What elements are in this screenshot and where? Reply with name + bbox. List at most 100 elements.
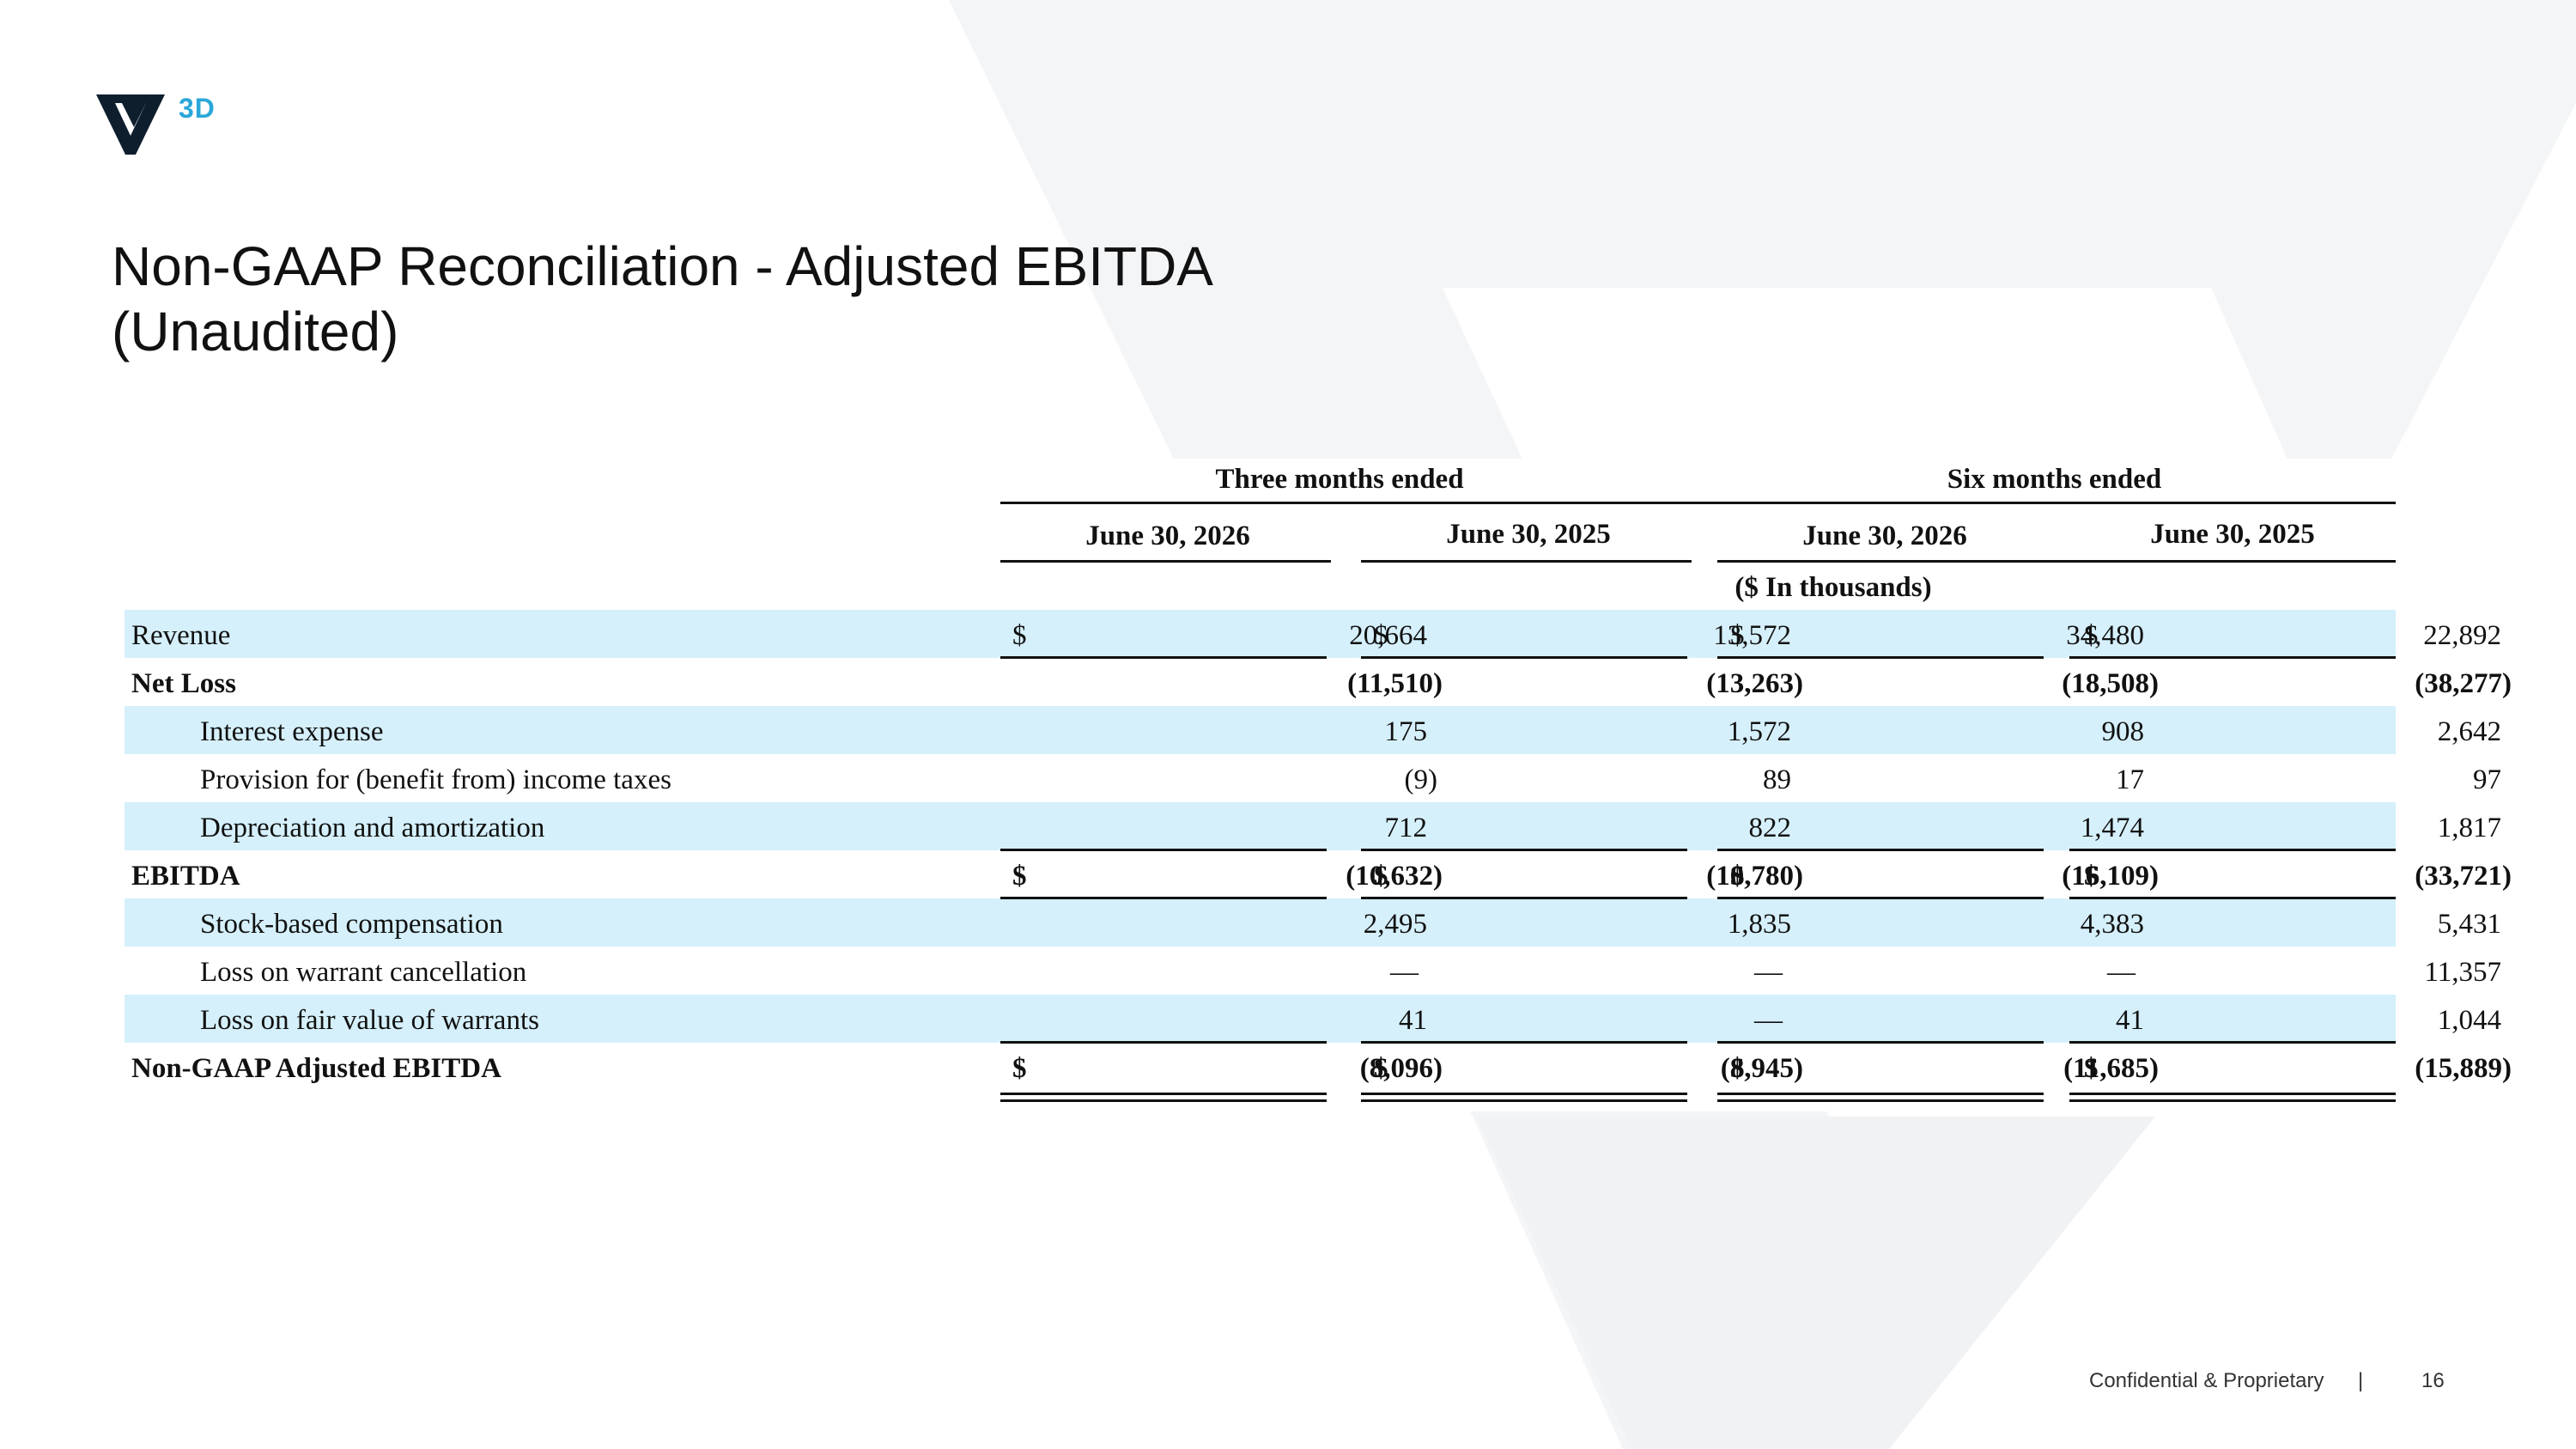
currency-symbol: $ — [2084, 620, 2099, 651]
table-cell: 11,357 — [2424, 957, 2501, 988]
revenue-underline — [1717, 656, 2044, 659]
row-label: EBITDA — [131, 861, 240, 892]
column-header-4: June 30, 2025 — [2150, 519, 2315, 550]
table-cell: 175 — [1384, 716, 1428, 747]
currency-symbol: $ — [1012, 620, 1027, 651]
ebitda-underline — [1361, 897, 1687, 899]
row-label: Interest expense — [200, 716, 384, 747]
table-cell: (8,945) — [1720, 1053, 1803, 1084]
table-row-warrant-fair-value: Loss on fair value of warrants 41 — 41 1… — [125, 995, 2501, 1043]
ebitda-underline — [1717, 897, 2044, 899]
currency-symbol: $ — [1012, 861, 1027, 892]
table-cell: (18,508) — [2062, 668, 2159, 699]
table-cell: 41 — [1399, 1005, 1427, 1036]
table-cell: 2,642 — [2437, 716, 2501, 747]
page-title-line-2: (Unaudited) — [112, 301, 399, 362]
adjusted-top-rule — [1361, 1041, 1687, 1044]
currency-symbol: $ — [1374, 620, 1388, 651]
revenue-underline — [1000, 656, 1327, 659]
group-header-six-months: Six months ended — [1947, 464, 2162, 495]
table-cell: 5,431 — [2437, 909, 2501, 940]
ebitda-underline — [2069, 897, 2396, 899]
table-row-interest-expense: Interest expense 175 1,572 908 2,642 — [125, 706, 2501, 754]
table-cell: 1,835 — [1727, 909, 1791, 940]
row-label: Loss on fair value of warrants — [200, 1005, 539, 1036]
table-cell: 822 — [1748, 813, 1792, 843]
table-row-income-taxes: Provision for (benefit from) income taxe… — [125, 754, 2501, 802]
table-cell: — — [1754, 957, 1783, 988]
currency-symbol: $ — [1012, 1053, 1027, 1084]
table-row-ebitda: EBITDA $ (10,632) $ (10,780) $ (16,109) … — [125, 850, 2512, 898]
table-cell: (38,277) — [2415, 668, 2512, 699]
reconciliation-table: Three months ended Six months ended June… — [125, 459, 2512, 1111]
footer-page-number: 16 — [2421, 1369, 2445, 1392]
table-row-depreciation: Depreciation and amortization 712 822 1,… — [125, 802, 2501, 850]
logo-v-icon — [96, 94, 165, 155]
table-cell: 41 — [2116, 1005, 2144, 1036]
revenue-underline — [1361, 656, 1687, 659]
column-header-rule-mid — [1361, 560, 1692, 563]
table-cell: (10,632) — [1346, 861, 1443, 892]
table-cell: 712 — [1384, 813, 1428, 843]
adjusted-top-rule — [1000, 1041, 1327, 1044]
currency-symbol: $ — [1730, 620, 1745, 651]
subtotal-underline — [2069, 849, 2396, 851]
table-cell: 89 — [1763, 764, 1791, 795]
table-cell: 20,664 — [1349, 620, 1427, 651]
company-logo: 3D — [96, 93, 268, 161]
total-double-underline — [1361, 1093, 1687, 1102]
adjusted-top-rule — [1717, 1041, 2044, 1044]
column-header-3: June 30, 2026 — [1802, 521, 1967, 551]
table-cell: 1,474 — [2080, 813, 2144, 843]
subtotal-underline — [1717, 849, 2044, 851]
table-cell: (9) — [1404, 764, 1437, 795]
adjusted-top-rule — [2069, 1041, 2396, 1044]
logo-text: 3D — [179, 93, 216, 124]
page-title: Non-GAAP Reconciliation - Adjusted EBITD… — [112, 234, 1485, 364]
row-label: Stock-based compensation — [200, 909, 503, 940]
table-cell: (15,889) — [2415, 1053, 2512, 1084]
footer-separator: | — [2358, 1369, 2364, 1392]
table-row-adjusted-ebitda: Non-GAAP Adjusted EBITDA $ (8,096) $ (8,… — [125, 1043, 2512, 1091]
table-cell: 13,572 — [1713, 620, 1791, 651]
table-cell: 4,383 — [2080, 909, 2144, 940]
subtotal-underline — [1361, 849, 1687, 851]
row-label: Net Loss — [131, 668, 236, 699]
table-cell: (13,263) — [1706, 668, 1803, 699]
table-cell: 1,572 — [1727, 716, 1791, 747]
table-row-net-loss: Net Loss (11,510) (13,263) (18,508) (38,… — [125, 658, 2512, 706]
currency-symbol: $ — [1730, 861, 1745, 892]
table-cell: 1,044 — [2437, 1005, 2501, 1036]
table-cell: 97 — [2473, 764, 2501, 795]
table-cell: (8,096) — [1359, 1053, 1443, 1084]
row-label: Loss on warrant cancellation — [200, 957, 527, 988]
revenue-underline — [2069, 656, 2396, 659]
row-label: Non-GAAP Adjusted EBITDA — [131, 1053, 501, 1084]
subtotal-underline — [1000, 849, 1327, 851]
table-cell: (10,780) — [1706, 861, 1803, 892]
footer-confidential: Confidential & Proprietary — [2089, 1369, 2324, 1392]
table-cell: 34,480 — [2066, 620, 2144, 651]
table-cell: (33,721) — [2415, 861, 2512, 892]
row-label: Provision for (benefit from) income taxe… — [200, 764, 671, 795]
total-double-underline — [1000, 1093, 1327, 1102]
table-cell: 908 — [2101, 716, 2145, 747]
column-header-2: June 30, 2025 — [1446, 519, 1611, 550]
column-header-rule-left — [1000, 560, 1331, 563]
currency-symbol: $ — [2084, 1053, 2099, 1084]
column-header-1: June 30, 2026 — [1085, 521, 1250, 551]
table-cell: 1,817 — [2437, 813, 2501, 843]
units-note: ($ In thousands) — [1735, 572, 1932, 603]
total-double-underline — [1717, 1093, 2044, 1102]
row-label: Depreciation and amortization — [200, 813, 545, 843]
table-row-warrant-cancellation: Loss on warrant cancellation — — — 11,35… — [125, 947, 2501, 995]
currency-symbol: $ — [1730, 1053, 1745, 1084]
page-title-line-1: Non-GAAP Reconciliation - Adjusted EBITD… — [112, 235, 1213, 297]
group-header-rule — [1000, 502, 2396, 504]
table-cell: — — [1754, 1005, 1783, 1036]
column-header-rule-right — [1717, 560, 2396, 563]
table-cell: 2,495 — [1363, 909, 1427, 940]
table-cell: — — [2107, 957, 2136, 988]
table-cell: (16,109) — [2062, 861, 2159, 892]
